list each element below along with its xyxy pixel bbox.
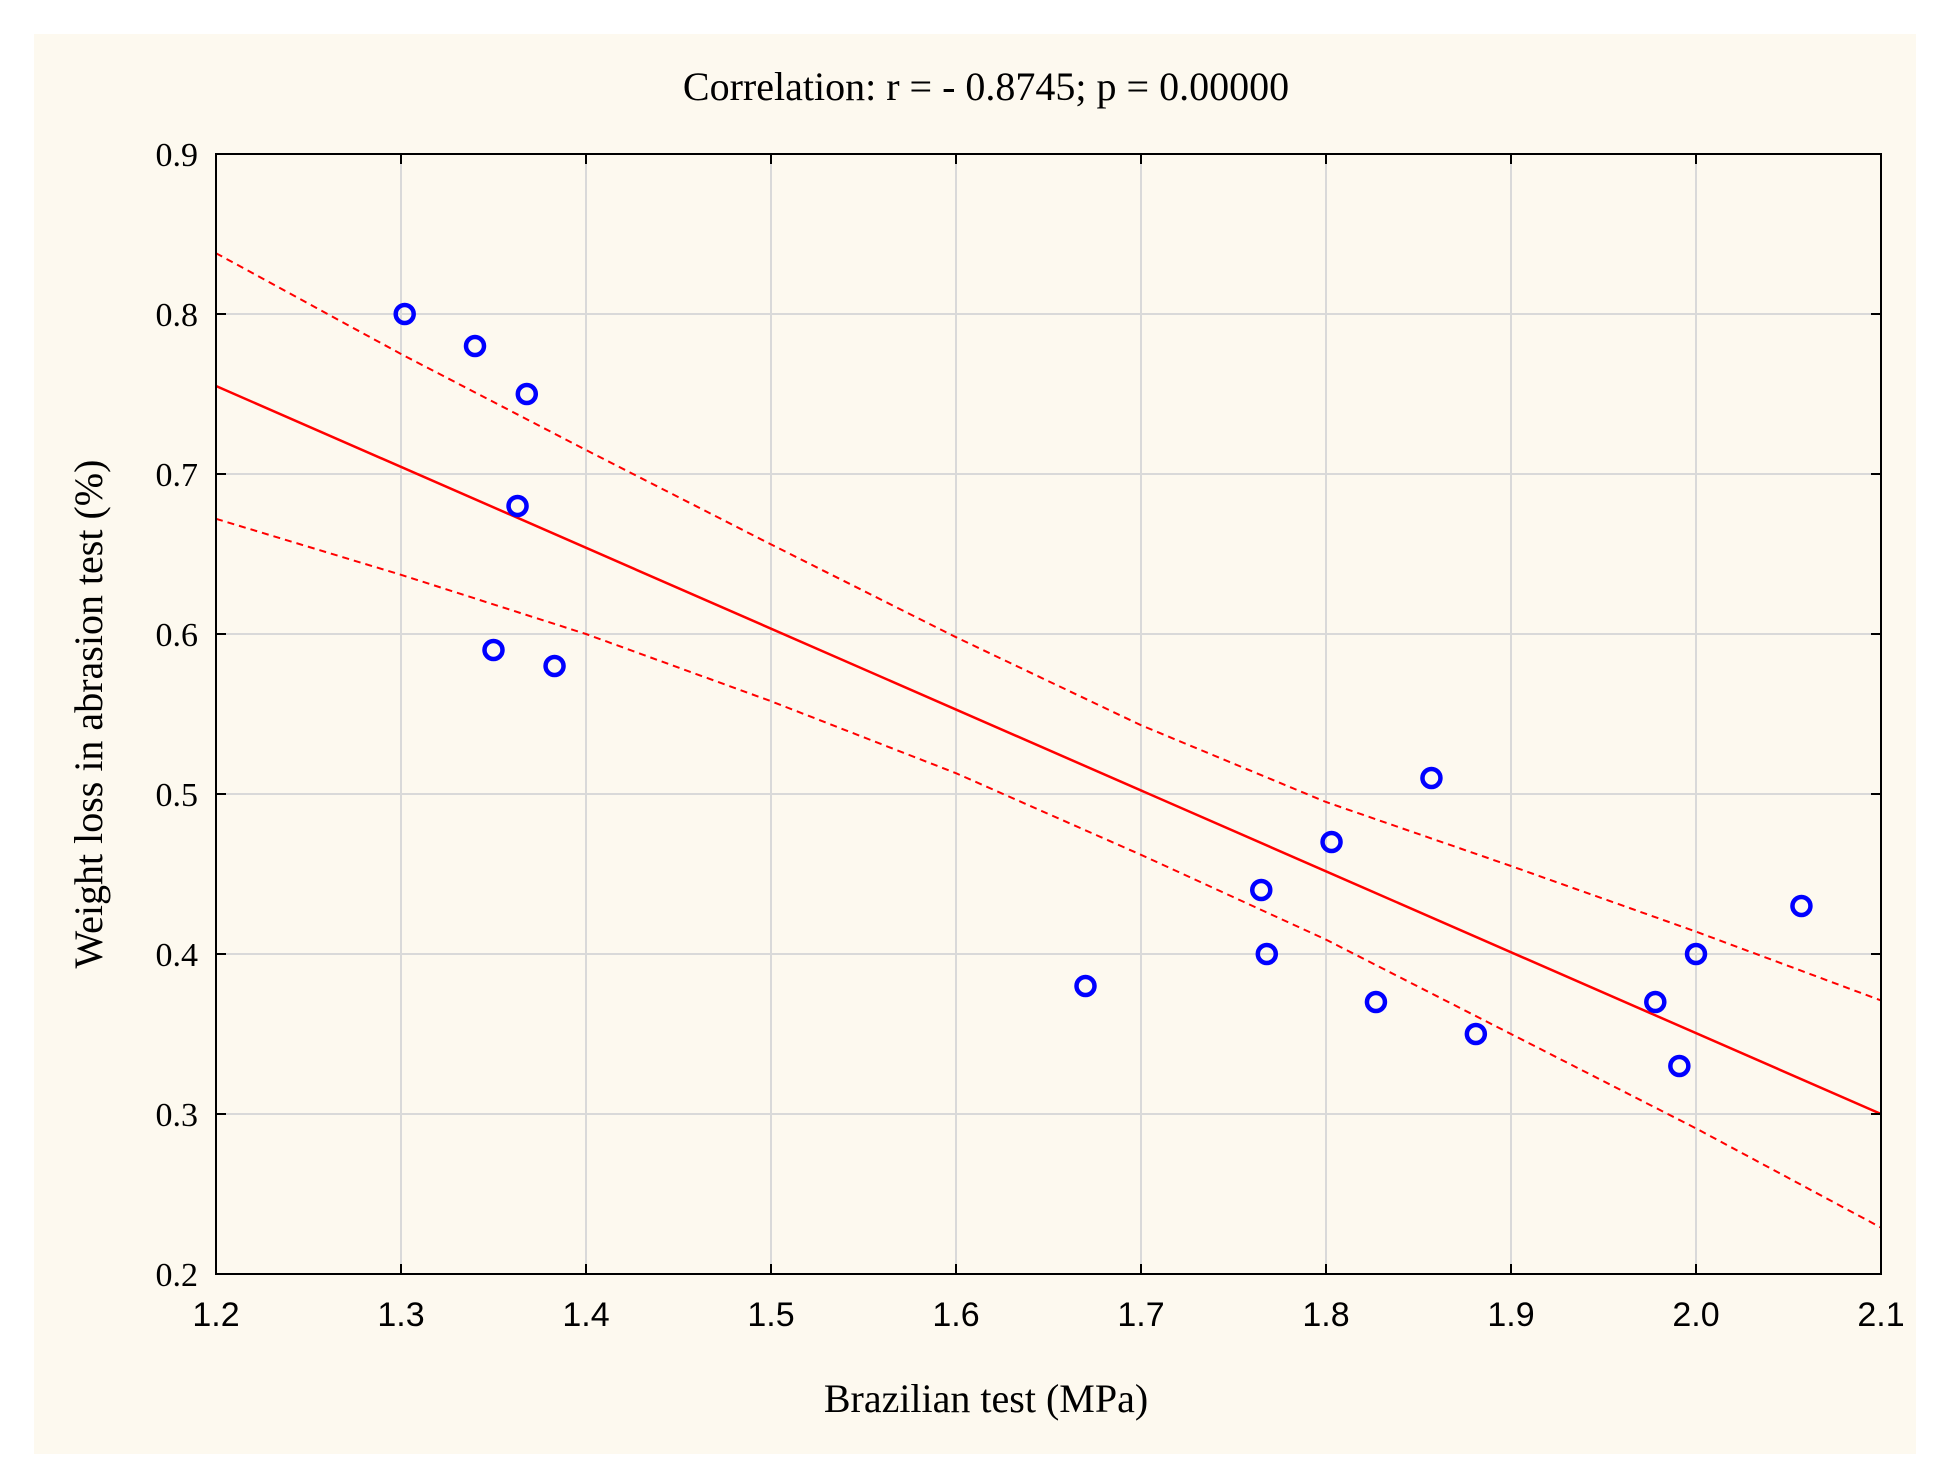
data-point [1074,974,1097,998]
chart-frame: Correlation: r = - 0.8745; p = 0.00000 1… [34,34,1916,1454]
x-tick-label: 1.4 [562,1296,609,1334]
y-tick-label: 0.3 [156,1097,199,1134]
data-point [1644,990,1667,1014]
y-tick-label: 0.7 [156,457,199,494]
upper-confidence-band [215,252,1882,1002]
x-tick-label: 1.8 [1302,1296,1349,1334]
chart-title: Correlation: r = - 0.8745; p = 0.00000 [683,64,1289,109]
y-tick-label: 0.6 [156,617,199,654]
data-point [1668,1054,1691,1078]
data-point [1790,894,1813,918]
data-point [543,654,566,678]
x-tick-label: 1.7 [1117,1296,1164,1334]
x-tick-label: 1.5 [747,1296,794,1334]
scatter-chart: Correlation: r = - 0.8745; p = 0.00000 1… [66,64,1905,1421]
plot-border [215,153,1882,1275]
data-point [1684,942,1708,966]
regression-line [215,384,1882,1116]
data-point [1464,1022,1488,1046]
x-tick-label: 2.0 [1672,1296,1719,1334]
data-point [506,494,529,518]
data-points [393,302,1813,1078]
grid-lines [216,154,1881,1274]
x-tick-label: 1.3 [377,1296,424,1334]
data-point [393,302,416,326]
x-tick-label: 1.6 [932,1296,979,1334]
y-tick-label: 0.8 [156,297,199,334]
data-point [1255,942,1279,966]
data-point [1420,766,1443,790]
regression-layer [215,252,1882,1229]
data-point [463,334,487,358]
y-tick-label: 0.4 [156,937,199,974]
data-point [482,638,505,662]
x-tick-label: 1.9 [1487,1296,1534,1334]
y-tick-label: 0.9 [156,137,199,174]
y-axis-label: Weight loss in abrasion test (%) [66,460,111,969]
data-point [1320,830,1343,854]
lower-confidence-band [215,517,1882,1229]
data-point [1364,990,1388,1014]
x-axis-label: Brazilian test (MPa) [824,1376,1148,1421]
data-point [515,382,539,406]
x-tick-label: 2.1 [1857,1296,1904,1334]
x-tick-label: 1.2 [192,1296,239,1334]
y-tick-label: 0.2 [156,1257,199,1294]
axis-ticks: 1.2 1.3 1.4 1.5 1.6 1.7 1.8 1.9 2.0 2.1 0.2 0.3 0.4 0… [156,137,1905,1334]
data-point [1250,878,1273,902]
y-tick-label: 0.5 [156,777,199,814]
